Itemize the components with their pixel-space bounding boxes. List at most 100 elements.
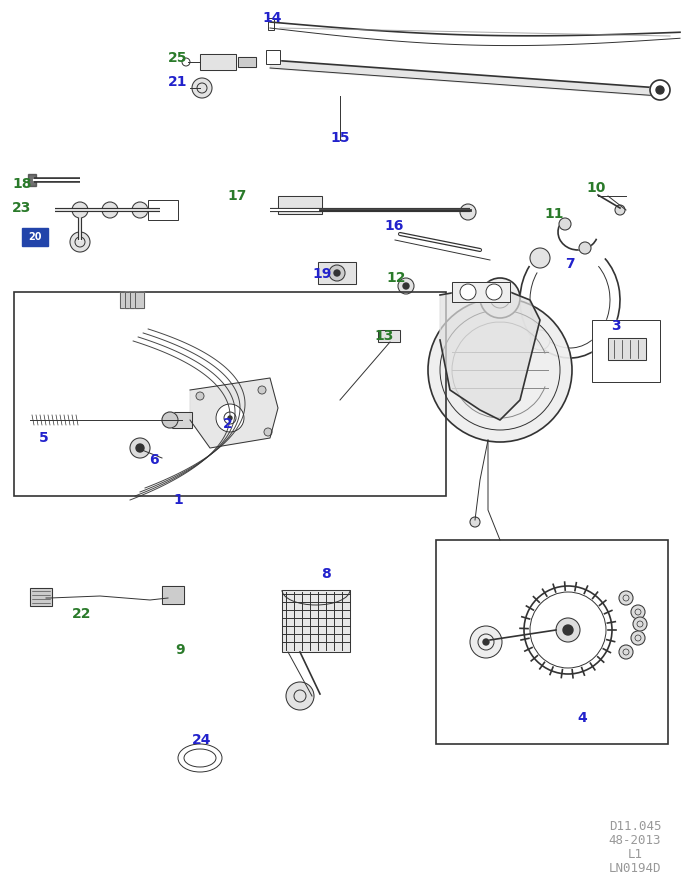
Circle shape: [559, 218, 571, 230]
Text: 4: 4: [577, 711, 587, 725]
Bar: [120, 292, 129, 308]
Bar: [592, 320, 660, 382]
Circle shape: [556, 618, 580, 642]
Polygon shape: [440, 288, 540, 420]
Circle shape: [136, 444, 144, 452]
Text: 13: 13: [374, 329, 393, 343]
Text: 16: 16: [384, 219, 404, 233]
Text: 7: 7: [565, 257, 575, 271]
Circle shape: [650, 80, 670, 100]
Bar: [436, 540, 668, 744]
Bar: [130, 292, 139, 308]
Text: 10: 10: [587, 181, 606, 195]
Bar: [125, 292, 134, 308]
Text: D11.045: D11.045: [609, 820, 662, 833]
Circle shape: [403, 283, 409, 289]
Circle shape: [656, 86, 664, 94]
Circle shape: [228, 416, 232, 420]
Bar: [608, 338, 646, 360]
Text: 48-2013: 48-2013: [609, 834, 662, 847]
Circle shape: [631, 605, 645, 619]
Bar: [135, 292, 144, 308]
Text: 5: 5: [39, 431, 49, 445]
Text: 24: 24: [193, 733, 211, 747]
Bar: [278, 196, 322, 214]
Text: 25: 25: [168, 51, 188, 65]
Bar: [120, 292, 129, 308]
Circle shape: [102, 202, 118, 218]
Bar: [200, 54, 236, 70]
Bar: [238, 57, 256, 67]
Circle shape: [196, 392, 204, 400]
Circle shape: [398, 278, 414, 294]
Bar: [172, 412, 192, 428]
Text: 21: 21: [168, 75, 188, 89]
Bar: [238, 57, 256, 67]
Circle shape: [530, 248, 550, 268]
Bar: [452, 282, 510, 302]
Circle shape: [258, 386, 266, 394]
Text: LN0194D: LN0194D: [609, 862, 662, 875]
Bar: [318, 262, 356, 284]
Bar: [282, 590, 350, 652]
Circle shape: [329, 265, 345, 281]
Bar: [266, 50, 280, 64]
Text: 2: 2: [223, 417, 233, 431]
Text: 17: 17: [228, 189, 246, 203]
Bar: [30, 588, 52, 606]
Circle shape: [633, 617, 647, 631]
Circle shape: [70, 232, 90, 252]
Text: 8: 8: [321, 567, 331, 581]
Circle shape: [486, 284, 502, 300]
Text: L1: L1: [627, 848, 643, 861]
Circle shape: [496, 294, 504, 302]
Bar: [318, 262, 356, 284]
Bar: [268, 18, 274, 30]
Circle shape: [132, 202, 148, 218]
Circle shape: [182, 58, 190, 66]
Bar: [162, 586, 184, 604]
Circle shape: [619, 591, 633, 605]
Text: 1: 1: [173, 493, 183, 507]
Bar: [162, 586, 184, 604]
Circle shape: [264, 428, 272, 436]
Circle shape: [162, 412, 178, 428]
Circle shape: [615, 205, 625, 215]
Text: 15: 15: [330, 131, 350, 145]
Text: 6: 6: [149, 453, 159, 467]
Circle shape: [483, 639, 489, 645]
Text: 23: 23: [13, 201, 32, 215]
Text: 14: 14: [262, 11, 281, 25]
Text: 9: 9: [175, 643, 185, 657]
Circle shape: [480, 278, 520, 318]
Bar: [14, 292, 446, 496]
Bar: [266, 50, 280, 64]
Bar: [378, 330, 400, 342]
Bar: [200, 54, 236, 70]
Text: 19: 19: [312, 267, 332, 281]
Bar: [125, 292, 134, 308]
Bar: [135, 292, 144, 308]
Circle shape: [619, 645, 633, 659]
Circle shape: [428, 298, 572, 442]
Circle shape: [72, 202, 88, 218]
Bar: [592, 320, 660, 382]
Polygon shape: [190, 378, 278, 448]
Text: 22: 22: [72, 607, 92, 621]
Circle shape: [192, 78, 212, 98]
Text: 12: 12: [386, 271, 406, 285]
Bar: [148, 200, 178, 220]
Text: 20: 20: [28, 232, 42, 242]
Circle shape: [460, 284, 476, 300]
Text: 11: 11: [545, 207, 564, 221]
Bar: [22, 228, 48, 246]
Circle shape: [579, 242, 591, 254]
Bar: [278, 196, 322, 214]
Bar: [378, 330, 400, 342]
Circle shape: [216, 404, 244, 432]
Text: 3: 3: [611, 319, 621, 333]
Bar: [30, 588, 52, 606]
Bar: [148, 200, 178, 220]
Bar: [452, 282, 510, 302]
Circle shape: [130, 438, 150, 458]
